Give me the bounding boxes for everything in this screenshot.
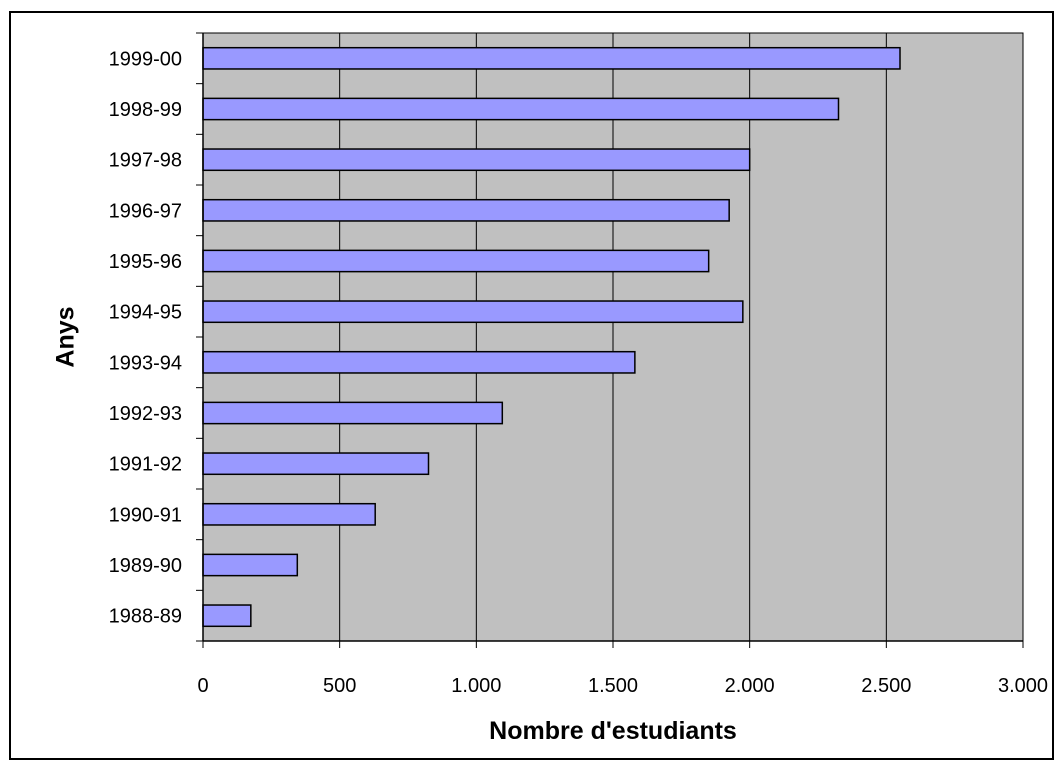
x-axis-ticks: 0 500 1.000 1.500 2.000 2.500 3.000 (197, 641, 1048, 697)
y-category-label: 1993-94 (109, 352, 182, 374)
bar-1994-95 (202, 300, 744, 324)
bar-1989-90 (202, 553, 299, 577)
x-axis-title: Nombre d'estudiants (489, 717, 737, 745)
bars (202, 46, 901, 628)
y-axis-ticks: 1999-00 1998-99 1997-98 1996-97 1995-96 1994-… (109, 32, 203, 642)
y-category-label: 1992-93 (109, 403, 182, 425)
x-tick-label: 1.000 (451, 675, 501, 697)
y-axis-title: Anys (52, 306, 80, 367)
bar-1996-97 (202, 198, 730, 222)
bar-1992-93 (202, 401, 504, 425)
bar-1998-99 (202, 97, 840, 121)
bar-1991-92 (202, 452, 430, 476)
x-tick-label: 3.000 (998, 675, 1048, 697)
y-category-label: 1989-90 (109, 555, 182, 577)
x-tick-label: 0 (197, 675, 208, 697)
x-tick-label: 2.000 (725, 675, 775, 697)
y-category-label: 1994-95 (109, 302, 182, 324)
y-category-label: 1999-00 (109, 48, 182, 70)
bar-1997-98 (202, 148, 751, 172)
bar-1995-96 (202, 249, 710, 273)
y-category-label: 1996-97 (109, 200, 182, 222)
y-category-label: 1995-96 (109, 251, 182, 273)
gridlines (339, 33, 1024, 641)
x-tick-label: 500 (323, 675, 356, 697)
bar-1990-91 (202, 502, 376, 526)
y-category-label: 1990-91 (109, 504, 182, 526)
y-category-label: 1997-98 (109, 150, 182, 172)
y-category-label: 1991-92 (109, 454, 182, 476)
bar-1999-00 (202, 46, 901, 70)
x-tick-label: 2.500 (861, 675, 911, 697)
y-category-label: 1998-99 (109, 99, 182, 121)
bar-1993-94 (202, 350, 636, 374)
y-category-label: 1988-89 (109, 606, 182, 628)
x-tick-label: 1.500 (588, 675, 638, 697)
bar-1988-89 (202, 604, 252, 628)
